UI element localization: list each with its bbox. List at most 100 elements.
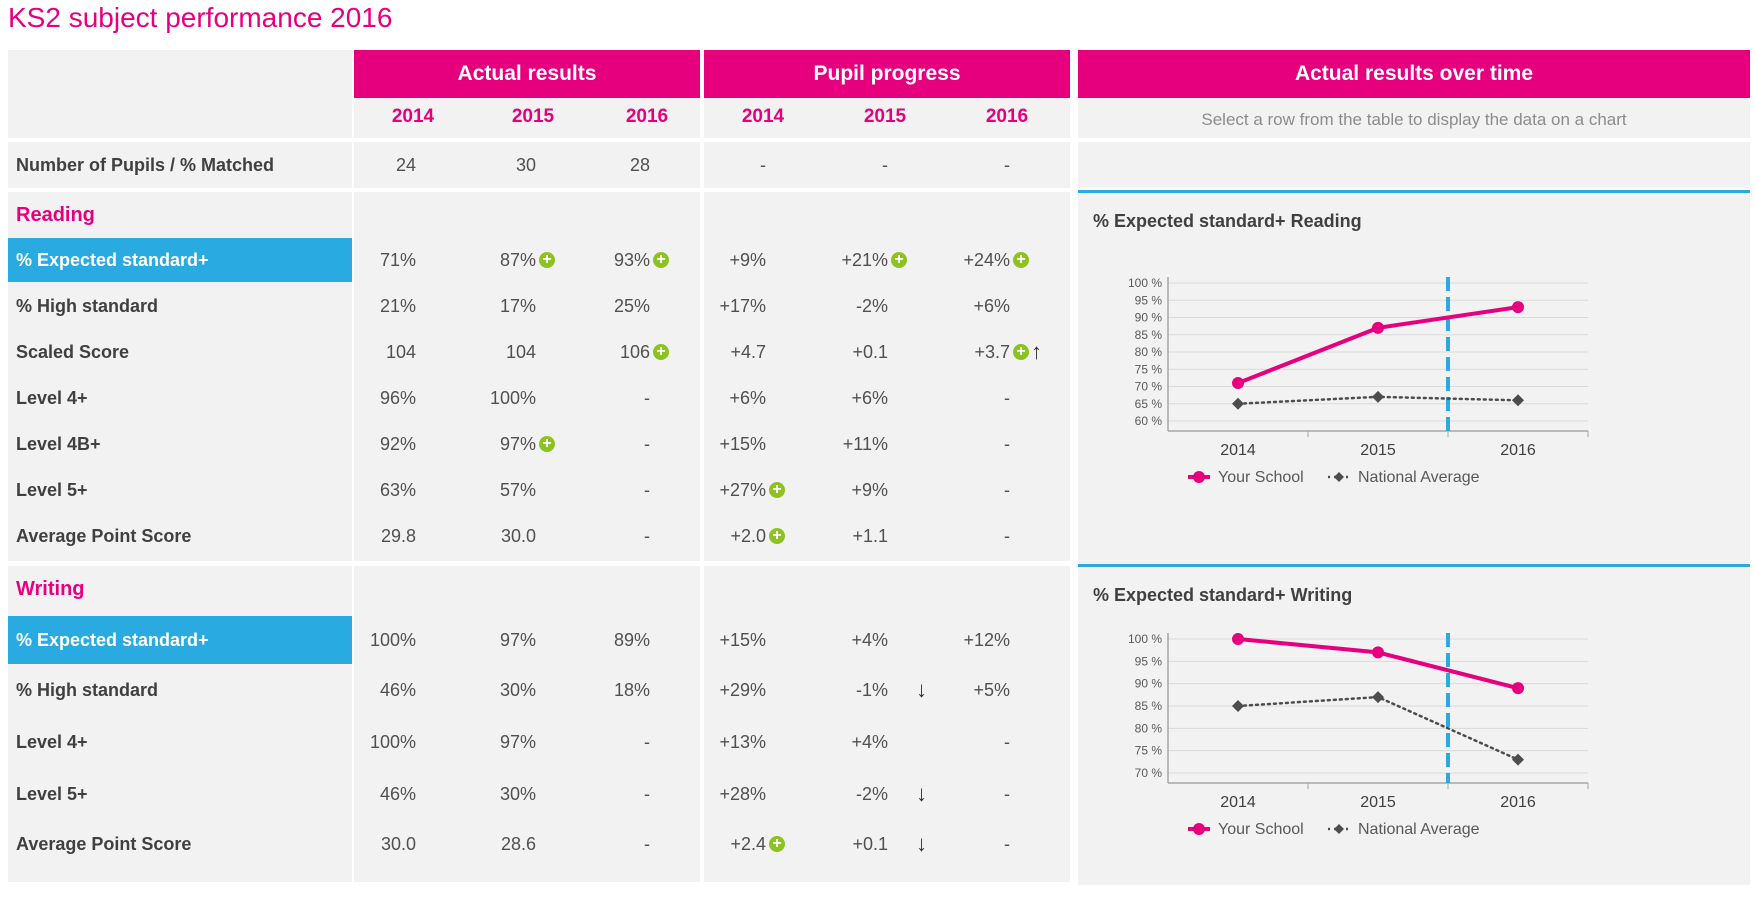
table-cell: 57%	[474, 468, 574, 512]
data-point	[1372, 390, 1384, 403]
table-cell: +3.7 + ↑	[948, 330, 1058, 374]
table-row[interactable]: Level 5+ 46% 30% - +28% -2% ↓ -	[8, 770, 1070, 818]
cell-value: +6%	[973, 295, 1010, 316]
row-label[interactable]: % High standard	[16, 679, 159, 700]
row-label[interactable]: Level 5+	[16, 479, 88, 500]
table-cell: +29%	[704, 666, 814, 714]
cell-value: +15%	[719, 629, 766, 650]
cell-value: -	[882, 154, 888, 175]
cell-value: +29%	[719, 679, 766, 700]
row-label[interactable]: Average Point Score	[16, 525, 192, 546]
results-over-time-header: Actual results over time	[1078, 50, 1750, 98]
table-cell: 100%	[354, 616, 454, 664]
row-label[interactable]: Level 4+	[16, 387, 88, 408]
table-cell: +6%	[826, 376, 936, 420]
row-label[interactable]: % High standard	[16, 295, 159, 316]
table-cell: -1% ↓	[826, 666, 936, 714]
y-tick-label: 65 %	[1135, 397, 1163, 411]
cell-value: -	[760, 154, 766, 175]
progress-year-2014: 2014	[741, 106, 785, 127]
table-row-pupils[interactable]: Number of Pupils / % Matched 24 30 28 - - -	[8, 142, 1070, 188]
row-label[interactable]: Level 5+	[16, 783, 88, 804]
y-tick-label: 100 %	[1128, 276, 1162, 290]
reading-chart-panel[interactable]: % Expected standard+ Reading 100 % 95 % 90…	[1078, 190, 1750, 565]
table-cell: -	[588, 718, 688, 766]
table-cell: +1.1	[826, 514, 936, 558]
row-label[interactable]: Level 4+	[16, 731, 88, 752]
table-row[interactable]: Average Point Score 30.0 28.6 - +2.4 + +0.1 ↓ -	[8, 820, 1070, 868]
cell-value: +9%	[851, 479, 888, 500]
writing-chart: 100 % 95 % 90 % 85 % 80 % 75 % 70 % 2014 2015 201…	[1128, 632, 1589, 838]
plus-circle-icon: +	[769, 482, 785, 498]
legend-marker	[1193, 823, 1205, 835]
cell-value: +5%	[973, 679, 1010, 700]
row-label[interactable]: Level 4B+	[16, 433, 101, 454]
cell-value: 100%	[489, 387, 536, 408]
x-tick-label: 2016	[1500, 794, 1536, 811]
plus-circle-icon: +	[1013, 344, 1029, 360]
table-row[interactable]: % High standard 21% 17% 25% +17% -2% +6%	[8, 284, 1070, 328]
y-tick-label: 70 %	[1135, 380, 1163, 394]
table-cell: 28	[588, 142, 688, 188]
table-cell: 100%	[354, 718, 454, 766]
row-label[interactable]: Scaled Score	[16, 341, 130, 362]
table-row[interactable]: % High standard 46% 30% 18% +29% -1% ↓ +5%	[8, 666, 1070, 714]
section-reading[interactable]: Reading	[8, 192, 1070, 238]
y-tick-label: 80 %	[1135, 345, 1163, 359]
data-point	[1232, 377, 1244, 390]
row-label[interactable]: Number of Pupils / % Matched	[16, 154, 275, 175]
row-label[interactable]: Average Point Score	[16, 833, 192, 854]
row-label[interactable]: Reading	[16, 203, 95, 226]
data-point	[1512, 394, 1524, 407]
writing-chart-panel[interactable]: % Expected standard+ Writing 100 % 95 % 90…	[1078, 564, 1750, 885]
table-row[interactable]: Average Point Score 29.8 30.0 - +2.0 + +1.1 -	[8, 514, 1070, 558]
cell-value: -	[1004, 783, 1010, 804]
cell-value: -	[1004, 833, 1010, 854]
y-tick-label: 95 %	[1135, 654, 1163, 668]
cell-value: -1%	[855, 679, 888, 700]
cell-value: +2.0	[730, 525, 766, 546]
cell-value: +4%	[851, 629, 888, 650]
table-row[interactable]: Level 4B+ 92% 97% + - +15% +11% -	[8, 422, 1070, 466]
table-cell: +24% +	[948, 238, 1058, 282]
table-cell: 30%	[474, 770, 574, 818]
table-row[interactable]: Level 4+ 100% 97% - +13% +4% -	[8, 718, 1070, 766]
legend-marker	[1334, 824, 1344, 834]
reading-chart: 100 % 95 % 90 % 85 % 80 % 75 % 70 % 65 % 60 % 201…	[1128, 276, 1589, 486]
table-row[interactable]: % Expected standard+ 100% 97% 89% +15% +4% +12…	[8, 616, 1070, 664]
table-cell: +4%	[826, 718, 936, 766]
row-label[interactable]: % Expected standard+	[8, 238, 352, 282]
row-label[interactable]: % Expected standard+	[8, 616, 352, 664]
table-cell: +5%	[948, 666, 1058, 714]
table-cell: 87% +	[474, 238, 574, 282]
y-tick-label: 95 %	[1135, 293, 1163, 307]
table-cell: +13%	[704, 718, 814, 766]
table-row[interactable]: Level 4+ 96% 100% - +6% +6% -	[8, 376, 1070, 420]
cell-value: -	[644, 833, 650, 854]
table-row[interactable]: % Expected standard+ 71% 87% +93% + +9% +21% + +…	[8, 238, 1070, 282]
table-cell: 25%	[588, 284, 688, 328]
cell-value: -	[644, 731, 650, 752]
table-cell: -	[948, 514, 1058, 558]
cell-value: +6%	[729, 387, 766, 408]
table-row[interactable]: Scaled Score 104 104 106 + +4.7 +0.1 +3.7 + ↑	[8, 330, 1070, 374]
y-tick-label: 85 %	[1135, 699, 1163, 713]
table-cell: -2%	[826, 284, 936, 328]
table-cell: 97%	[474, 718, 574, 766]
y-tick-label: 60 %	[1135, 414, 1163, 428]
cell-value: -	[1004, 479, 1010, 500]
table-cell: -	[704, 142, 814, 188]
section-writing[interactable]: Writing	[8, 566, 1070, 612]
y-tick-label: 85 %	[1135, 328, 1163, 342]
cell-value: 30.0	[380, 833, 416, 854]
table-body-progress	[704, 142, 1070, 882]
table-cell: 104	[474, 330, 574, 374]
cell-value: 57%	[499, 479, 536, 500]
cell-value: +0.1	[852, 833, 888, 854]
cell-value: +28%	[719, 783, 766, 804]
row-label[interactable]: Writing	[16, 577, 85, 600]
cell-value: +2.4	[730, 833, 766, 854]
cell-value: 71%	[379, 249, 416, 270]
page-title: KS2 subject performance 2016	[8, 2, 393, 33]
table-row[interactable]: Level 5+ 63% 57% - +27% + +9% -	[8, 468, 1070, 512]
